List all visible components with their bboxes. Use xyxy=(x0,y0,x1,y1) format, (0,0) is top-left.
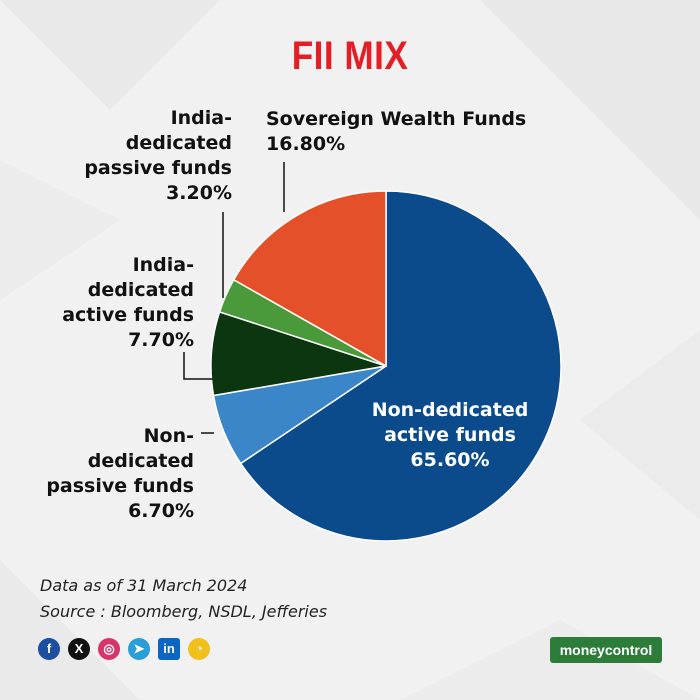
label-sovereign-wealth: Sovereign Wealth Funds 16.80% xyxy=(266,108,527,155)
label-non-dedicated-passive: Non- dedicated passive funds 6.70% xyxy=(46,425,194,522)
moneycontrol-logo: moneycontrol xyxy=(550,637,662,663)
telegram-icon[interactable]: ➤ xyxy=(128,638,150,660)
x-icon[interactable]: X xyxy=(68,638,90,660)
source-note: Source : Bloomberg, NSDL, Jefferies xyxy=(40,602,328,621)
label-india-dedicated-passive: India- dedicated passive funds 3.20% xyxy=(84,107,232,204)
label-non-dedicated-active: Non-dedicated active funds 65.60% xyxy=(371,399,529,471)
label-india-dedicated-active: India- dedicated active funds 7.70% xyxy=(62,254,194,351)
chart-title: FII MIX xyxy=(291,34,409,78)
leader-line-india-active xyxy=(183,352,213,380)
linkedin-icon[interactable]: in xyxy=(158,638,180,660)
pie-slice-non-dedicated-active-funds xyxy=(239,190,562,542)
koo-icon[interactable]: ◔ xyxy=(188,638,210,660)
data-date-note: Data as of 31 March 2024 xyxy=(40,576,248,595)
facebook-icon[interactable]: f xyxy=(38,638,60,660)
pie-slice-sovereign-wealth-funds xyxy=(232,190,387,368)
instagram-icon[interactable]: ◎ xyxy=(98,638,120,660)
social-links: f X ◎ ➤ in ◔ xyxy=(38,638,210,662)
